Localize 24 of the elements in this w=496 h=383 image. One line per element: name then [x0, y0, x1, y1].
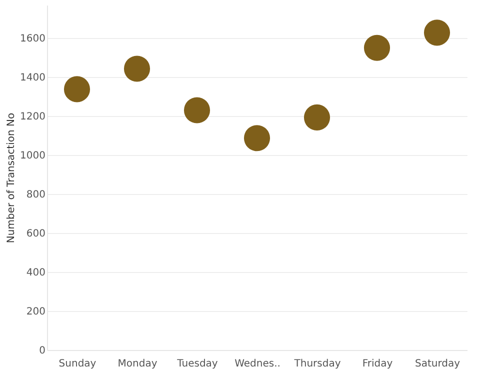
y-tick-label: 600	[26, 228, 46, 240]
x-tick-label: Monday	[118, 358, 158, 370]
point	[184, 97, 210, 124]
y-tick-label: 1200	[20, 112, 46, 123]
y-tick-label: 1400	[20, 72, 46, 84]
y-tick-label: 0	[39, 346, 46, 356]
y-tick-label: 1600	[20, 34, 46, 45]
point	[124, 56, 150, 82]
y-axis-title: Number of Transaction No	[6, 112, 18, 244]
point	[304, 104, 330, 130]
x-tick-label: Tuesday	[176, 358, 218, 370]
x-tick-label: Saturday	[414, 358, 460, 370]
x-tick-label: Thursday	[293, 358, 341, 370]
x-tick-label: Friday	[362, 358, 393, 370]
x-tick-label: Sunday	[58, 358, 96, 370]
point	[364, 34, 390, 61]
point	[424, 20, 450, 46]
point	[244, 125, 270, 152]
y-tick-label: 400	[26, 268, 46, 279]
y-tick-label: 200	[26, 306, 46, 318]
y-tick-label: 1000	[20, 150, 46, 162]
point	[64, 76, 90, 102]
x-tick-label: Wednes..	[234, 358, 280, 370]
y-tick-label: 800	[26, 190, 46, 201]
